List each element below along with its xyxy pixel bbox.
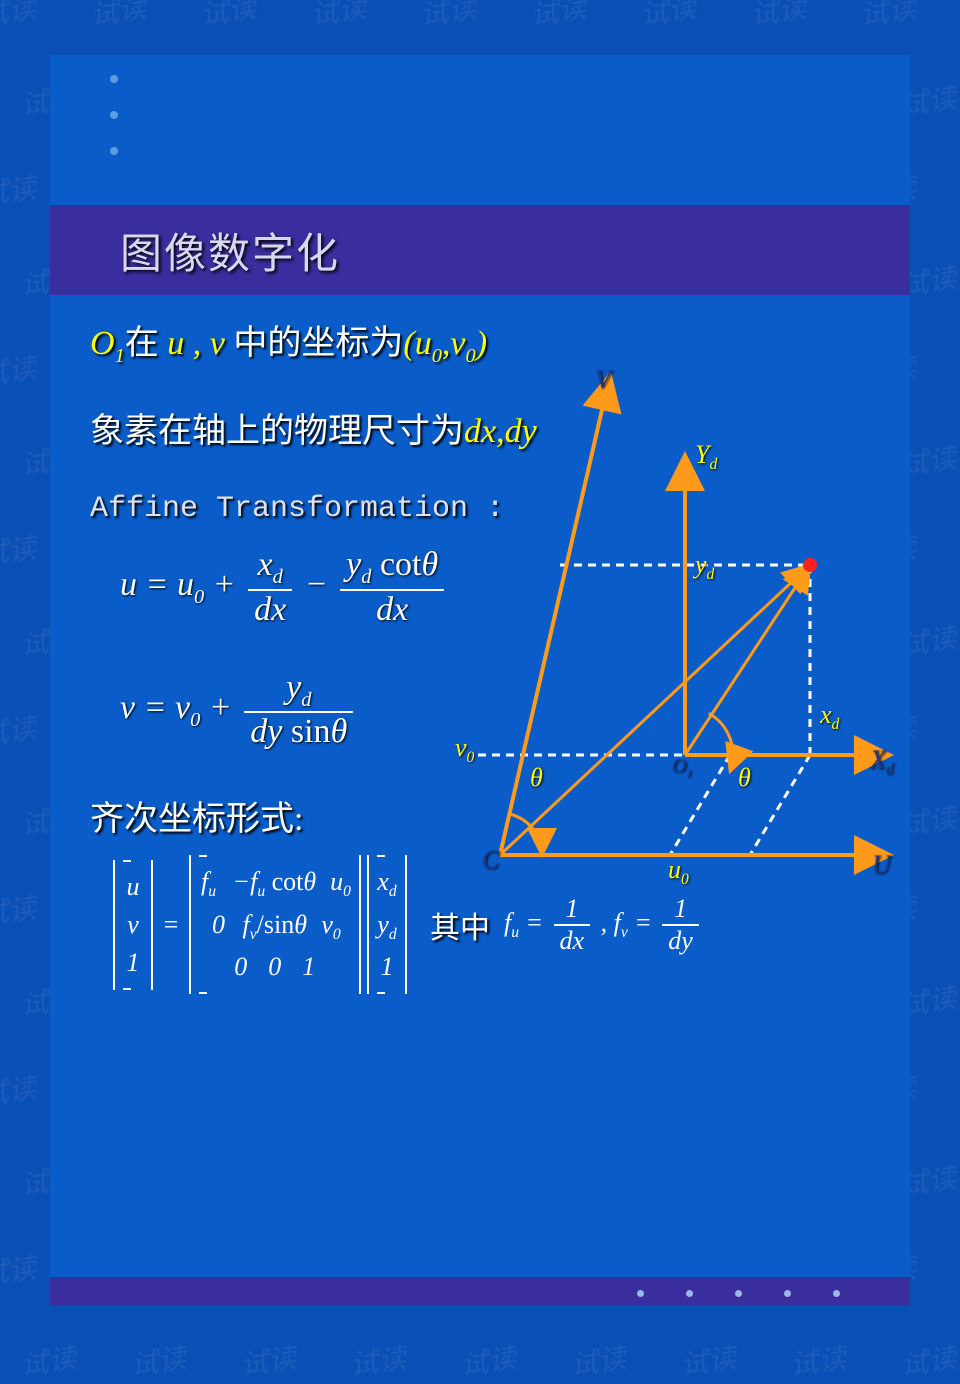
o1-label: O1 [672, 755, 692, 781]
where-label: 其中 [430, 903, 490, 947]
dot-icon [735, 1290, 742, 1297]
axis-u-label: U [872, 850, 891, 880]
dot-icon [833, 1290, 840, 1297]
title-bar: 图像数字化 [50, 205, 910, 295]
xd-label: xd [820, 700, 839, 734]
axis-xd-label: Xd [870, 745, 894, 779]
axis-yd-label: Yd [695, 440, 717, 474]
v0-label: v0 [455, 733, 474, 767]
axis-v-label: V [595, 365, 611, 395]
slide-title: 图像数字化 [120, 220, 340, 281]
c-label: C [482, 845, 499, 875]
diagram-svg [440, 355, 900, 895]
bullet-icon [110, 111, 118, 119]
matrix-xyd: xd yd 1 [367, 855, 407, 993]
bullet-icon [110, 75, 118, 83]
matrix-uvw: u v 1 [113, 860, 153, 990]
slide-content: O1在 u , v 中的坐标为(u0,v0) 象素在轴上的物理尺寸为dx,dy … [70, 315, 890, 994]
coordinate-diagram: V Yd yd xd Xd v0 O1 θ θ C u0 U [440, 355, 900, 895]
u0-label: u0 [668, 855, 689, 889]
nav-bullets [110, 75, 118, 183]
bullet-icon [110, 147, 118, 155]
footer-dots [637, 1290, 840, 1297]
yd-label: yd [695, 550, 714, 584]
matrix-transform: fu −fu cotθ u0 0 fv/sinθ v0 0 0 1 [189, 855, 361, 993]
dot-icon [637, 1290, 644, 1297]
theta2-label: θ [738, 763, 751, 793]
slide: 图像数字化 O1在 u , v 中的坐标为(u0,v0) 象素在轴上的物理尺寸为… [50, 55, 910, 1305]
theta1-label: θ [530, 763, 543, 793]
dot-icon [686, 1290, 693, 1297]
dot-icon [784, 1290, 791, 1297]
